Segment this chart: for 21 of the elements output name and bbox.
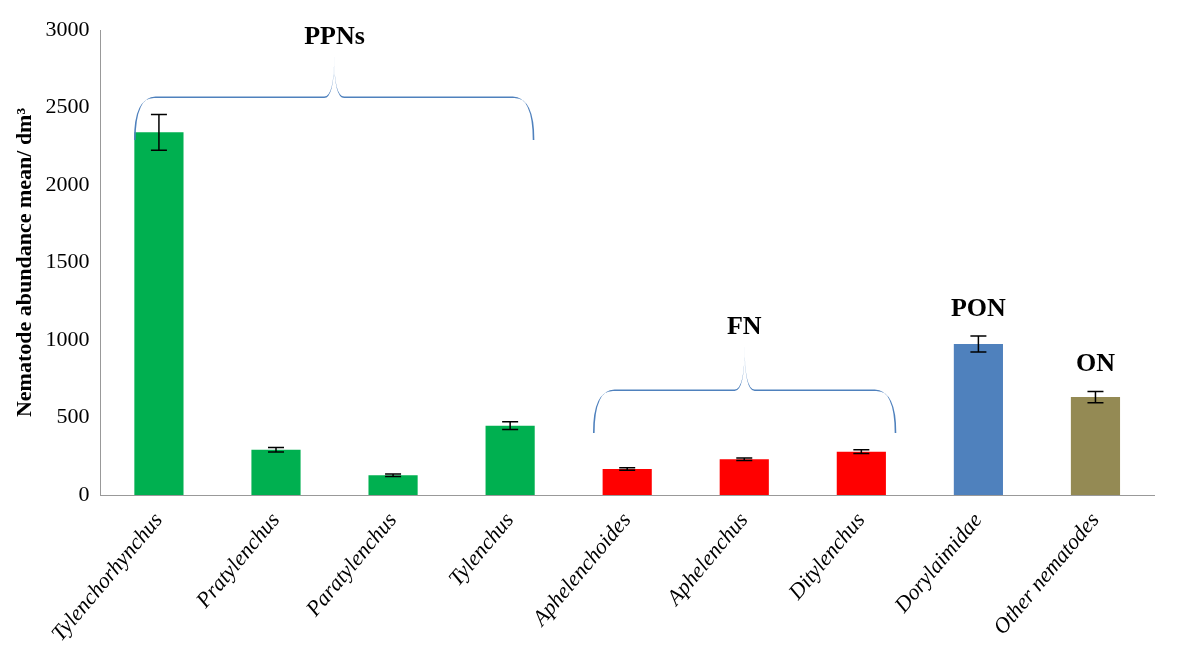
annotation: PON	[950, 292, 1007, 322]
y-tick-label: 1500	[45, 248, 90, 274]
annotation: PPNs	[304, 20, 365, 50]
bar	[953, 344, 1003, 496]
bar	[134, 132, 184, 496]
y-tick-label: 1000	[45, 325, 90, 351]
y-tick-label: 500	[56, 403, 90, 429]
y-tick-label: 3000	[45, 15, 90, 41]
bar	[719, 459, 769, 496]
y-tick-label: 0	[78, 480, 90, 506]
bar	[368, 475, 418, 496]
bar	[251, 449, 301, 496]
y-tick-label: 2500	[45, 93, 90, 119]
bar	[1070, 397, 1121, 496]
annotation: ON	[1075, 348, 1116, 378]
y-tick-label: 2000	[45, 170, 90, 196]
annotation: FN	[726, 310, 762, 340]
bar	[836, 451, 886, 496]
bar	[602, 468, 652, 496]
y-axis-title: Nematode abundance mean/ dm³	[10, 107, 36, 418]
bar	[485, 425, 535, 496]
